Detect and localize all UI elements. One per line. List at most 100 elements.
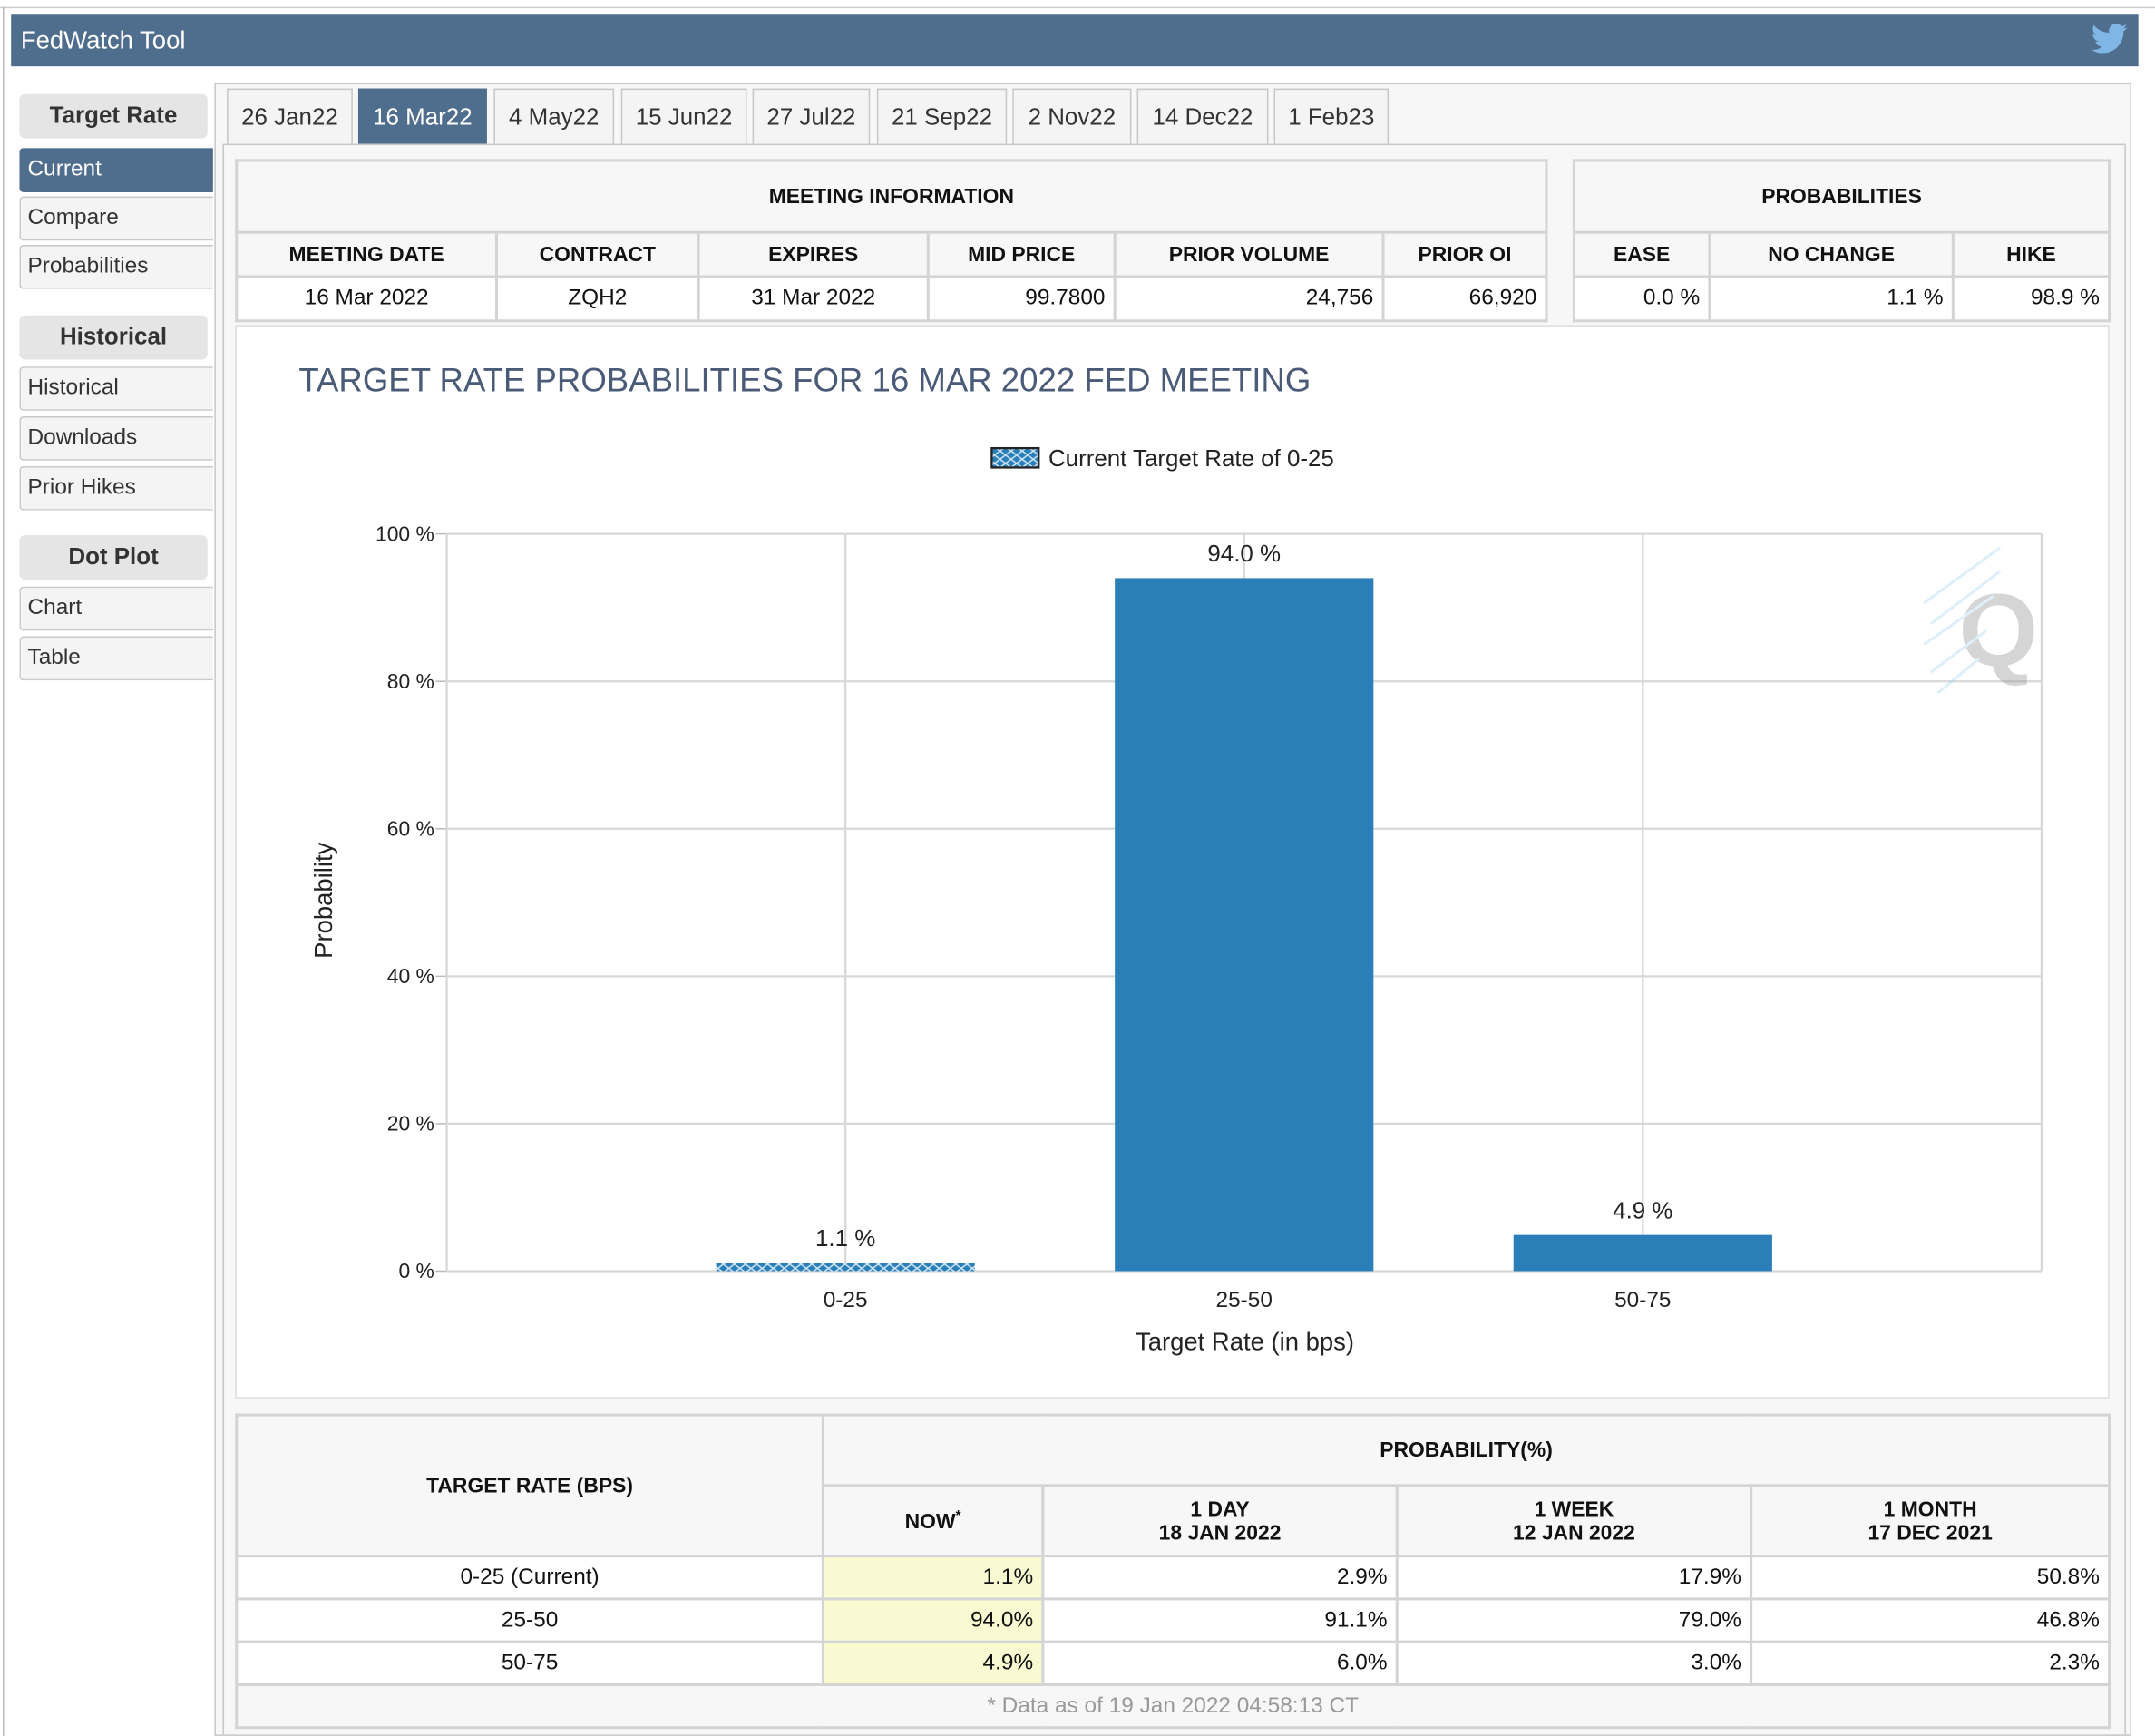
- app-header: FedWatch Tool: [11, 14, 2139, 67]
- y-tick-label: 60 %: [387, 816, 434, 840]
- sidebar-group-historical: Historical: [19, 315, 208, 360]
- col-1-month-date: 17 DEC 2021: [1867, 1520, 1993, 1545]
- now-cell: 4.9%: [821, 1640, 1045, 1686]
- rate-cell: 50-75: [235, 1640, 824, 1686]
- day-cell: 2.9%: [1041, 1555, 1399, 1601]
- week-cell: 79.0%: [1395, 1597, 1753, 1643]
- y-tick-label: 80 %: [387, 669, 434, 693]
- chart-panel: TARGET RATE PROBABILITIES FOR 16 MAR 202…: [235, 325, 2110, 1399]
- bar-0-25[interactable]: [716, 1263, 975, 1272]
- y-tick-label: 40 %: [387, 964, 434, 988]
- mid-price-value: 99.7800: [926, 275, 1117, 323]
- sidebar-item-probabilities[interactable]: Probabilities: [19, 244, 213, 289]
- left-divider: [3, 6, 5, 1736]
- sidebar-item-prior-hikes[interactable]: Prior Hikes: [19, 465, 213, 511]
- hike-value: 98.9 %: [1951, 275, 2111, 323]
- rate-cell: 0-25 (Current): [235, 1555, 824, 1601]
- prior-oi-value: 66,920: [1381, 275, 1548, 323]
- col-no-change: NO CHANGE: [1708, 230, 1955, 278]
- table-row: 0-25 (Current) 1.1% 2.9% 17.9% 50.8%: [235, 1555, 2111, 1601]
- watermark-q-logo: Q: [1923, 546, 2038, 695]
- day-cell: 6.0%: [1041, 1640, 1399, 1686]
- col-prior-volume: PRIOR VOLUME: [1113, 230, 1385, 278]
- top-divider: [0, 6, 2155, 9]
- tab-1-feb23[interactable]: 1 Feb23: [1273, 88, 1390, 146]
- probabilities-title: PROBABILITIES: [1572, 159, 2111, 234]
- y-tick-label: 0 %: [398, 1259, 434, 1282]
- sidebar-item-table[interactable]: Table: [19, 636, 213, 681]
- tab-16-mar22[interactable]: 16 Mar22: [357, 88, 487, 146]
- sidebar-item-current[interactable]: Current: [19, 148, 213, 192]
- ease-value: 0.0 %: [1572, 275, 1711, 323]
- probability-chart: TARGET RATE PROBABILITIES FOR 16 MAR 202…: [298, 362, 2043, 1355]
- col-expires: EXPIRES: [697, 230, 930, 278]
- rate-cell: 25-50: [235, 1597, 824, 1643]
- tab-2-nov22[interactable]: 2 Nov22: [1012, 88, 1132, 146]
- chart-title: TARGET RATE PROBABILITIES FOR 16 MAR 202…: [298, 362, 1311, 399]
- tab-4-may22[interactable]: 4 May22: [493, 88, 615, 146]
- meeting-info-table: MEETING INFORMATION MEETING DATE CONTRAC…: [235, 159, 1548, 323]
- col-contract: CONTRACT: [494, 230, 700, 278]
- now-cell: 1.1%: [821, 1555, 1045, 1601]
- col-ease: EASE: [1572, 230, 1711, 278]
- sidebar-item-historical[interactable]: Historical: [19, 366, 213, 411]
- tab-14-dec22[interactable]: 14 Dec22: [1136, 88, 1269, 146]
- col-1-month: 1 MONTH 17 DEC 2021: [1750, 1484, 2111, 1558]
- col-1-week-date: 12 JAN 2022: [1513, 1520, 1635, 1545]
- tab-15-jun22[interactable]: 15 Jun22: [620, 88, 747, 146]
- week-cell: 17.9%: [1395, 1555, 1753, 1601]
- col-1-day-label: 1 DAY: [1190, 1497, 1250, 1521]
- col-mid-price: MID PRICE: [926, 230, 1117, 278]
- y-tick-label: 20 %: [387, 1112, 434, 1136]
- probability-history-table: TARGET RATE (BPS) PROBABILITY(%) NOW* 1 …: [235, 1413, 2111, 1730]
- tab-21-sep22[interactable]: 21 Sep22: [876, 88, 1008, 146]
- week-cell: 3.0%: [1395, 1640, 1753, 1686]
- probabilities-table: PROBABILITIES EASE NO CHANGE HIKE 0.0 % …: [1572, 159, 2111, 323]
- y-tick-label: 100 %: [375, 522, 434, 545]
- month-cell: 50.8%: [1750, 1555, 2111, 1601]
- x-tick-label: 50-75: [1614, 1288, 1671, 1312]
- col-meeting-date: MEETING DATE: [235, 230, 498, 278]
- col-1-day-date: 18 JAN 2022: [1158, 1520, 1282, 1545]
- sidebar-group-target-rate: Target Rate: [19, 93, 208, 139]
- sidebar-item-downloads[interactable]: Downloads: [19, 416, 213, 461]
- meeting-date-value: 16 Mar 2022: [235, 275, 498, 323]
- month-cell: 46.8%: [1750, 1597, 2111, 1643]
- data-label: 4.9 %: [1613, 1198, 1672, 1224]
- data-timestamp-footnote: * Data as of 19 Jan 2022 04:58:13 CT: [235, 1682, 2111, 1730]
- col-hike: HIKE: [1951, 230, 2111, 278]
- col-1-day: 1 DAY 18 JAN 2022: [1041, 1484, 1399, 1558]
- sidebar-item-compare[interactable]: Compare: [19, 196, 213, 241]
- day-cell: 91.1%: [1041, 1597, 1399, 1643]
- contract-value: ZQH2: [494, 275, 700, 323]
- table-row: 25-50 94.0% 91.1% 79.0% 46.8%: [235, 1597, 2111, 1643]
- sidebar-item-chart[interactable]: Chart: [19, 586, 213, 631]
- bar-50-75[interactable]: [1513, 1234, 1772, 1272]
- sidebar-group-dot-plot: Dot Plot: [19, 535, 208, 580]
- data-label: 1.1 %: [815, 1226, 875, 1252]
- col-1-week: 1 WEEK 12 JAN 2022: [1395, 1484, 1753, 1558]
- twitter-icon[interactable]: [2091, 24, 2128, 54]
- col-target-rate: TARGET RATE (BPS): [235, 1413, 824, 1558]
- table-row: 50-75 4.9% 6.0% 3.0% 2.3%: [235, 1640, 2111, 1686]
- bar-25-50[interactable]: [1115, 578, 1374, 1272]
- legend[interactable]: Current Target Rate of 0-25: [990, 446, 1334, 472]
- x-tick-label: 0-25: [824, 1288, 868, 1312]
- footnote-mark: *: [955, 1508, 961, 1524]
- y-axis-title: Probability: [309, 842, 337, 958]
- prior-volume-value: 24,756: [1113, 275, 1385, 323]
- now-cell: 94.0%: [821, 1597, 1045, 1643]
- x-tick-label: 25-50: [1216, 1288, 1273, 1312]
- probability-header: PROBABILITY(%): [821, 1413, 2111, 1487]
- month-cell: 2.3%: [1750, 1640, 2111, 1686]
- tab-27-jul22[interactable]: 27 Jul22: [752, 88, 871, 146]
- legend-swatch: [990, 446, 1040, 469]
- col-now: NOW*: [821, 1484, 1045, 1558]
- col-1-month-label: 1 MONTH: [1883, 1497, 1977, 1521]
- app-title: FedWatch Tool: [20, 25, 186, 54]
- col-1-week-label: 1 WEEK: [1534, 1497, 1614, 1521]
- meeting-info-title: MEETING INFORMATION: [235, 159, 1548, 234]
- svg-text:Q: Q: [1958, 573, 2038, 688]
- data-label: 94.0 %: [1207, 541, 1281, 567]
- tab-26-jan22[interactable]: 26 Jan22: [227, 88, 353, 146]
